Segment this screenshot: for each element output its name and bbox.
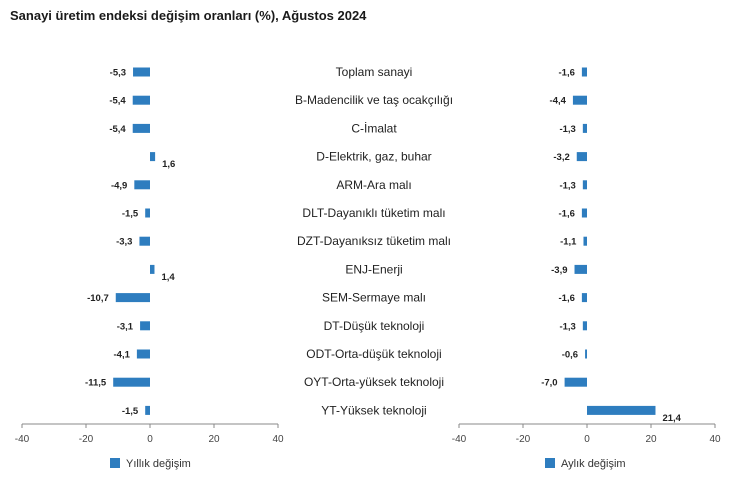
monthly-bar (581, 208, 587, 218)
monthly-data-label: -1,6 (559, 68, 575, 79)
category-label: ODT-Orta-düşük teknoloji (306, 347, 441, 361)
monthly-data-label: -0,6 (562, 350, 578, 361)
monthly-data-label: -3,9 (551, 265, 567, 276)
yearly-data-label: -10,7 (87, 293, 109, 304)
category-label: DLT-Dayanıklı tüketim malı (302, 206, 445, 220)
monthly-bar (587, 405, 656, 415)
monthly-data-label: -4,4 (550, 96, 567, 107)
monthly-bar (583, 236, 587, 246)
monthly-data-label: -1,1 (560, 237, 577, 248)
yearly-bar (145, 405, 150, 415)
monthly-bar (581, 67, 587, 77)
yearly-bar (132, 95, 150, 105)
yearly-x-tick-label: -20 (79, 434, 94, 445)
category-label: ENJ-Enerji (345, 262, 402, 276)
category-label: OYT-Orta-yüksek teknoloji (304, 375, 444, 389)
monthly-bar (572, 95, 587, 105)
monthly-legend-swatch (545, 458, 555, 468)
category-label: DZT-Dayanıksız tüketim malı (297, 234, 451, 248)
category-label: ARM-Ara malı (336, 178, 411, 192)
yearly-legend-swatch (110, 458, 120, 468)
monthly-data-label: 21,4 (662, 413, 681, 424)
yearly-bar (134, 180, 150, 190)
monthly-bar (576, 152, 587, 162)
monthly-bar (582, 123, 587, 133)
yearly-bar (113, 377, 150, 387)
category-label: DT-Düşük teknoloji (324, 319, 425, 333)
yearly-bar (133, 67, 150, 77)
yearly-x-tick-label: 40 (272, 434, 284, 445)
yearly-data-label: 1,6 (162, 159, 175, 170)
yearly-data-label: -3,3 (116, 237, 132, 248)
yearly-bar (136, 349, 150, 359)
monthly-bar (582, 180, 587, 190)
yearly-data-label: -3,1 (117, 321, 134, 332)
yearly-data-label: -11,5 (85, 378, 107, 389)
yearly-data-label: -1,5 (122, 209, 139, 220)
monthly-bar (581, 293, 587, 303)
yearly-data-label: -1,5 (122, 406, 139, 417)
monthly-data-label: -1,3 (559, 321, 575, 332)
monthly-data-label: -7,0 (541, 378, 557, 389)
monthly-data-label: -3,2 (553, 152, 569, 163)
monthly-data-label: -1,6 (559, 293, 575, 304)
yearly-x-tick-label: -40 (15, 434, 30, 445)
monthly-bar (585, 349, 587, 359)
yearly-data-label: -4,9 (111, 180, 127, 191)
category-label: YT-Yüksek teknoloji (321, 403, 426, 417)
yearly-data-label: -5,3 (110, 68, 126, 79)
yearly-bar (132, 123, 150, 133)
monthly-x-tick-label: 20 (645, 434, 657, 445)
yearly-bar (150, 152, 156, 162)
monthly-data-label: -1,3 (559, 180, 575, 191)
monthly-x-tick-label: 40 (709, 434, 721, 445)
yearly-bar (150, 264, 155, 274)
category-label: Toplam sanayi (336, 65, 413, 79)
monthly-legend-label: Aylık değişim (561, 458, 626, 470)
monthly-bar (582, 321, 587, 331)
yearly-data-label: 1,4 (161, 272, 175, 283)
yearly-x-tick-label: 0 (147, 434, 153, 445)
yearly-bar (115, 293, 150, 303)
yearly-x-tick-label: 20 (208, 434, 220, 445)
yearly-data-label: -5,4 (109, 124, 126, 135)
category-label: D-Elektrik, gaz, buhar (316, 150, 431, 164)
yearly-bar (139, 236, 150, 246)
category-label: C-İmalat (351, 121, 397, 135)
monthly-x-tick-label: 0 (584, 434, 590, 445)
category-label: B-Madencilik ve taş ocakçılığı (295, 93, 453, 107)
category-label: SEM-Sermaye malı (322, 291, 426, 305)
monthly-data-label: -1,3 (559, 124, 575, 135)
monthly-x-tick-label: -40 (452, 434, 467, 445)
yearly-data-label: -5,4 (109, 96, 126, 107)
monthly-data-label: -1,6 (559, 209, 575, 220)
yearly-bar (140, 321, 150, 331)
monthly-bar (574, 264, 587, 274)
yearly-bar (145, 208, 150, 218)
monthly-bar (564, 377, 587, 387)
yearly-data-label: -4,1 (114, 350, 131, 361)
chart-title: Sanayi üretim endeksi değişim oranları (… (10, 8, 367, 23)
yearly-legend-label: Yıllık değişim (126, 458, 191, 470)
monthly-x-tick-label: -20 (516, 434, 531, 445)
